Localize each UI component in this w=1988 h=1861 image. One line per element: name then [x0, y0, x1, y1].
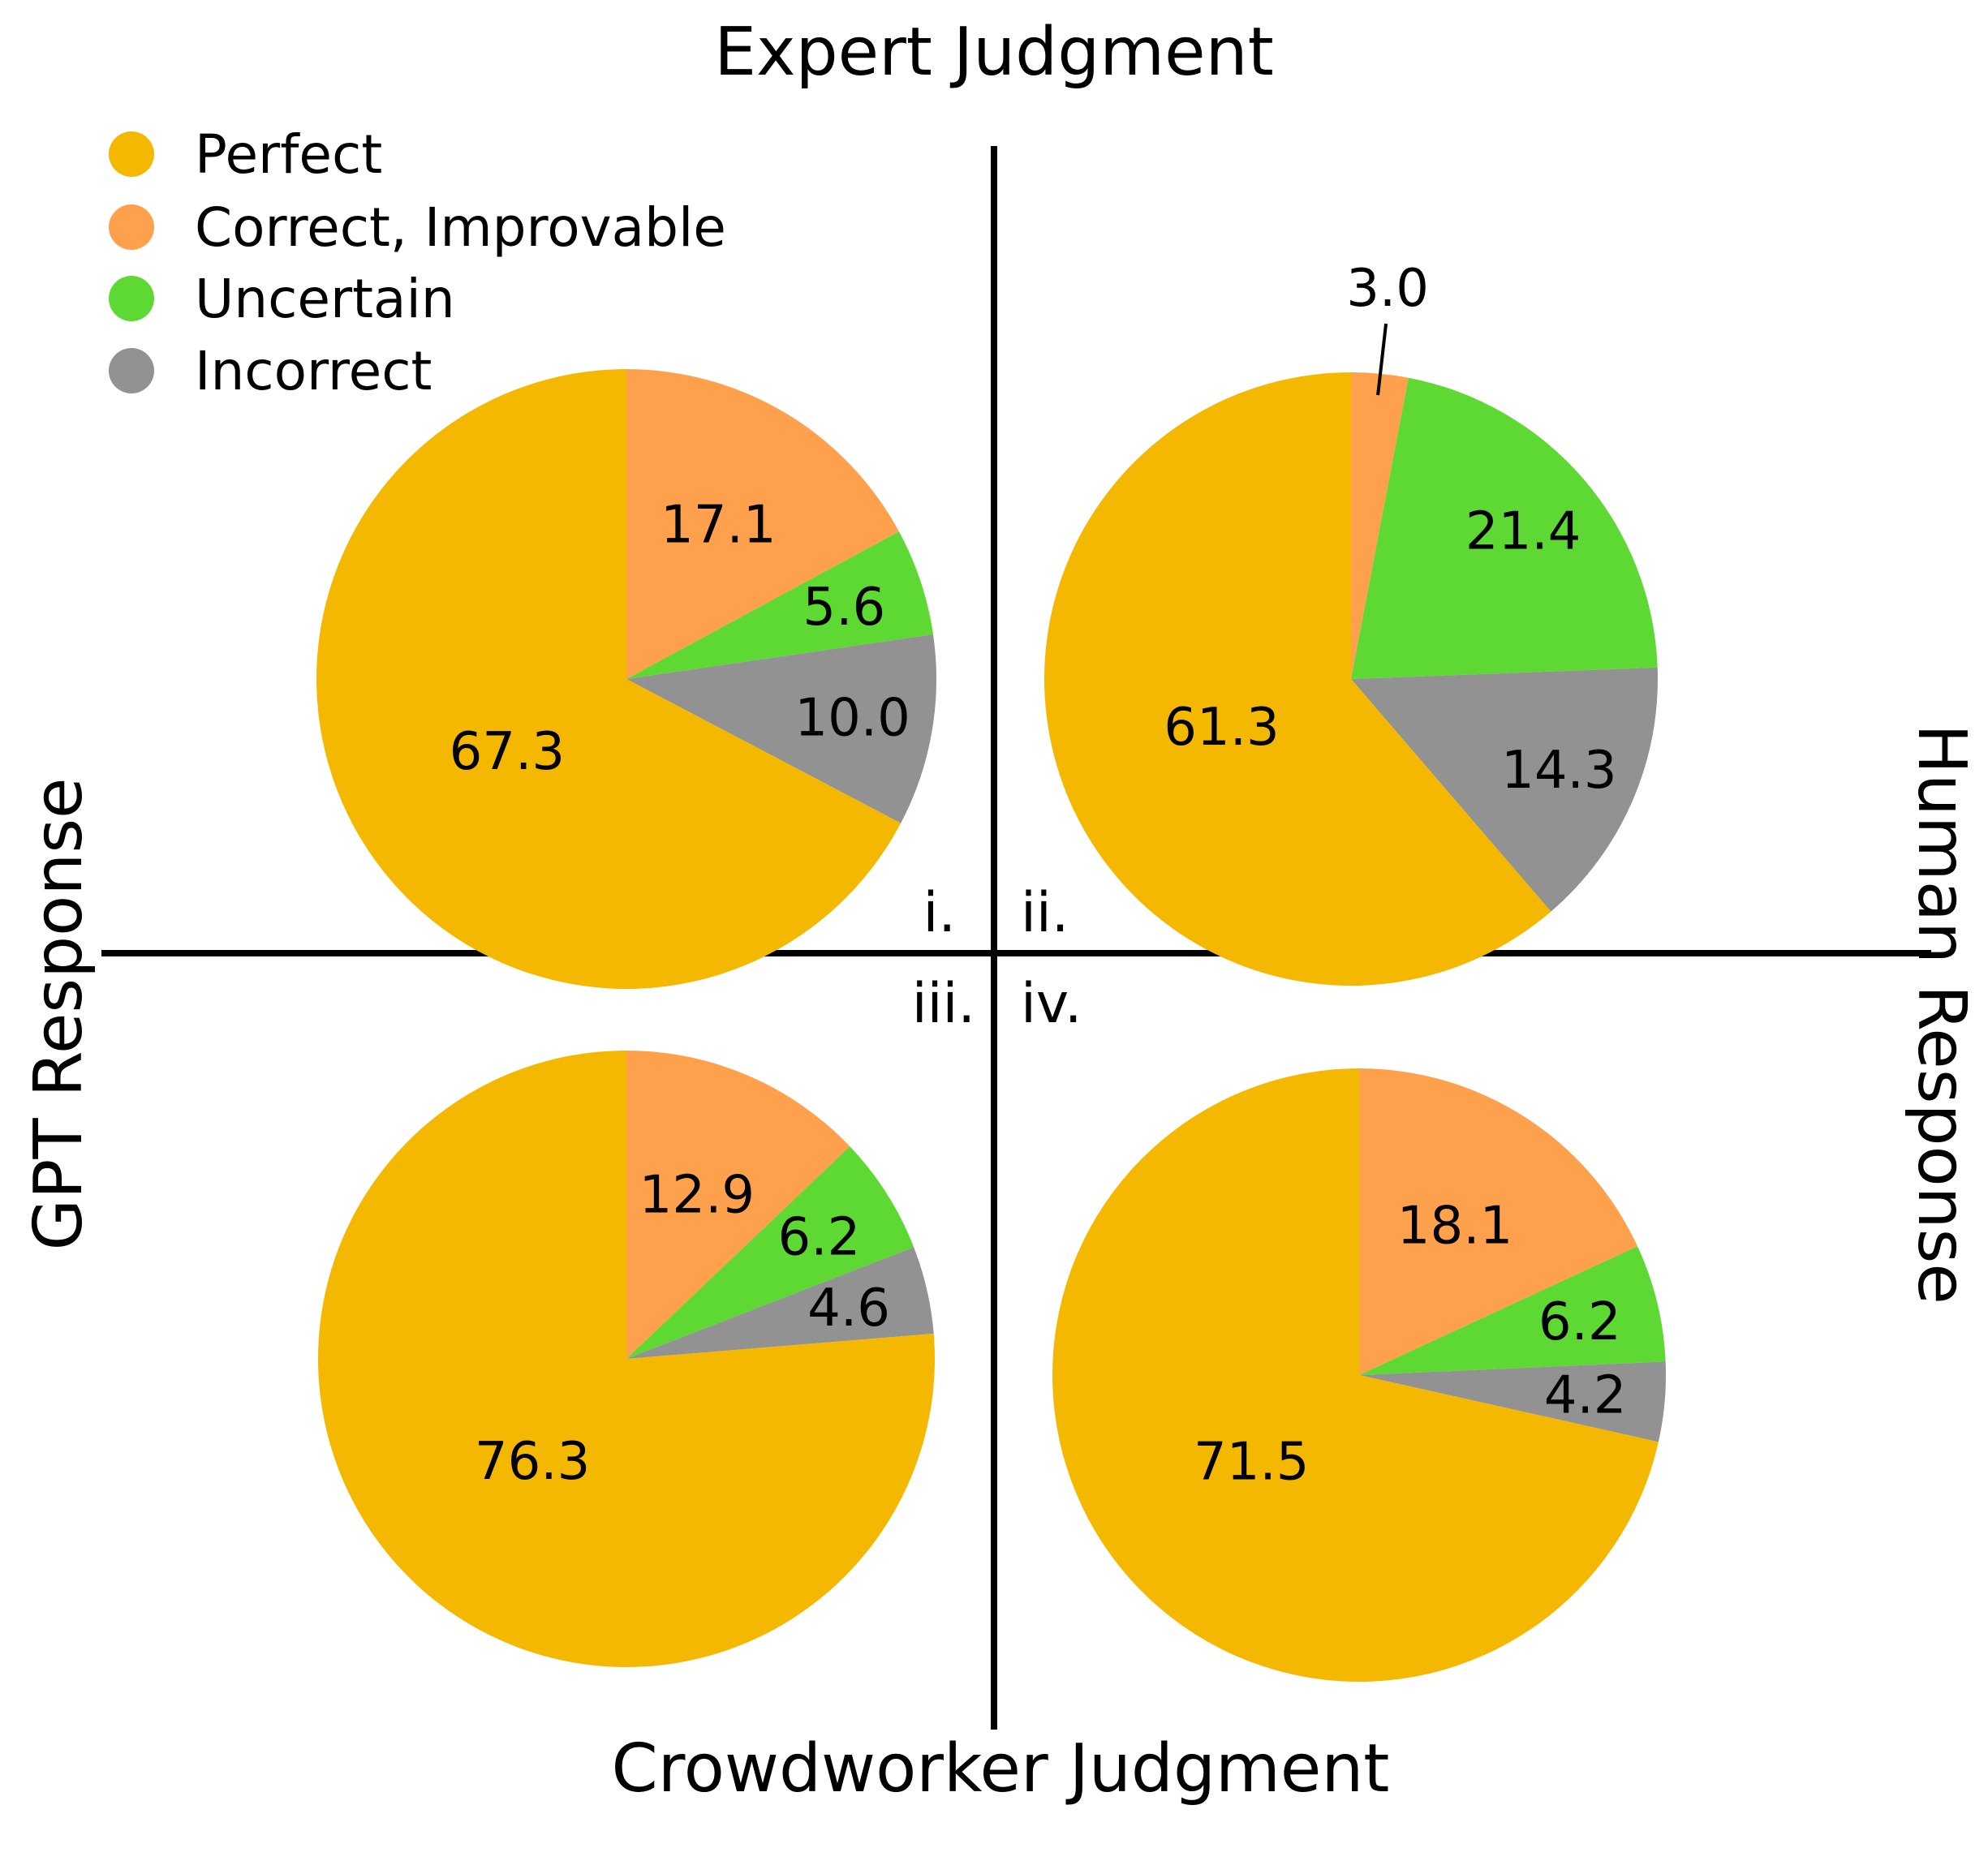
- pie-slice-perfect: [316, 369, 901, 990]
- slice-value-label: 14.3: [1501, 741, 1617, 801]
- pie-chart-ii: 3.0 21.4 14.3 61.3: [1043, 259, 1659, 986]
- pie-chart-i: 17.1 5.6 10.0 67.3: [316, 369, 936, 990]
- legend-item-uncertain: Uncertain: [109, 268, 455, 330]
- slice-value-label: 4.6: [807, 1279, 890, 1339]
- slice-value-label: 76.3: [475, 1432, 591, 1492]
- pie-slice-uncertain: [1351, 377, 1658, 679]
- slice-value-label: 6.2: [778, 1207, 861, 1267]
- legend-item-incorrect: Incorrect: [109, 340, 432, 402]
- pie-slice-correct-improvable: [1359, 1068, 1638, 1375]
- legend-label-incorrect: Incorrect: [195, 340, 432, 402]
- legend-swatch-perfect: [109, 131, 154, 177]
- quadrant-label-iii: iii.: [912, 972, 975, 1036]
- slice-value-label: 18.1: [1397, 1196, 1513, 1256]
- legend-label-correct-improvable: Correct, Improvable: [195, 196, 726, 259]
- pie-slice-perfect: [318, 1051, 936, 1668]
- leader-line: [1376, 323, 1388, 396]
- pie-slice-perfect: [1052, 1068, 1659, 1682]
- pie-slice-incorrect: [1351, 667, 1659, 912]
- pie-chart-iv: 18.1 6.2 4.2 71.5: [1052, 1068, 1667, 1682]
- slice-value-label: 12.9: [639, 1165, 755, 1225]
- title-expert-judgment: Expert Judgment: [714, 14, 1273, 91]
- slice-value-label: 4.2: [1544, 1366, 1627, 1426]
- quadrant-label-iv: iv.: [1021, 972, 1082, 1036]
- quadrant-label-i: i.: [923, 881, 956, 945]
- legend-swatch-uncertain: [109, 276, 154, 321]
- slice-value-label: 6.2: [1538, 1292, 1621, 1352]
- slice-value-label: 5.6: [803, 578, 885, 638]
- legend-label-uncertain: Uncertain: [195, 268, 455, 330]
- slice-value-label: 3.0: [1346, 259, 1429, 319]
- pie-slice-correct-improvable: [626, 1051, 850, 1359]
- pie-slice-incorrect: [1359, 1361, 1667, 1442]
- pie-chart-iii: 12.9 6.2 4.6 76.3: [318, 1051, 936, 1668]
- legend-swatch-incorrect: [109, 348, 154, 393]
- pie-slice-incorrect: [626, 634, 936, 823]
- pie-slice-uncertain: [626, 531, 934, 679]
- legend-item-perfect: Perfect: [109, 123, 382, 186]
- pie-slice-perfect: [1043, 372, 1551, 986]
- slice-value-label: 17.1: [661, 496, 777, 556]
- title-gpt-response: GPT Response: [20, 778, 97, 1251]
- pie-slice-correct-improvable: [1351, 372, 1409, 679]
- legend-label-perfect: Perfect: [195, 123, 382, 186]
- slice-value-label: 71.5: [1194, 1432, 1310, 1492]
- pie-slice-correct-improvable: [626, 369, 899, 679]
- legend: Perfect Correct, Improvable Uncertain In…: [109, 123, 726, 402]
- slice-value-label: 61.3: [1164, 698, 1280, 758]
- title-crowdworker-judgment: Crowdworker Judgment: [612, 1730, 1390, 1807]
- legend-swatch-correct-improvable: [109, 204, 154, 250]
- pie-slice-uncertain: [1359, 1246, 1666, 1375]
- pie-slice-incorrect: [626, 1247, 934, 1359]
- pie-slice-uncertain: [626, 1146, 914, 1359]
- quadrant-label-ii: ii.: [1021, 881, 1069, 945]
- slice-value-label: 21.4: [1465, 502, 1581, 562]
- slice-value-label: 67.3: [450, 722, 566, 782]
- legend-item-correct-improvable: Correct, Improvable: [109, 196, 726, 259]
- title-human-response: Human Response: [1903, 724, 1980, 1304]
- slice-value-label: 10.0: [794, 689, 910, 749]
